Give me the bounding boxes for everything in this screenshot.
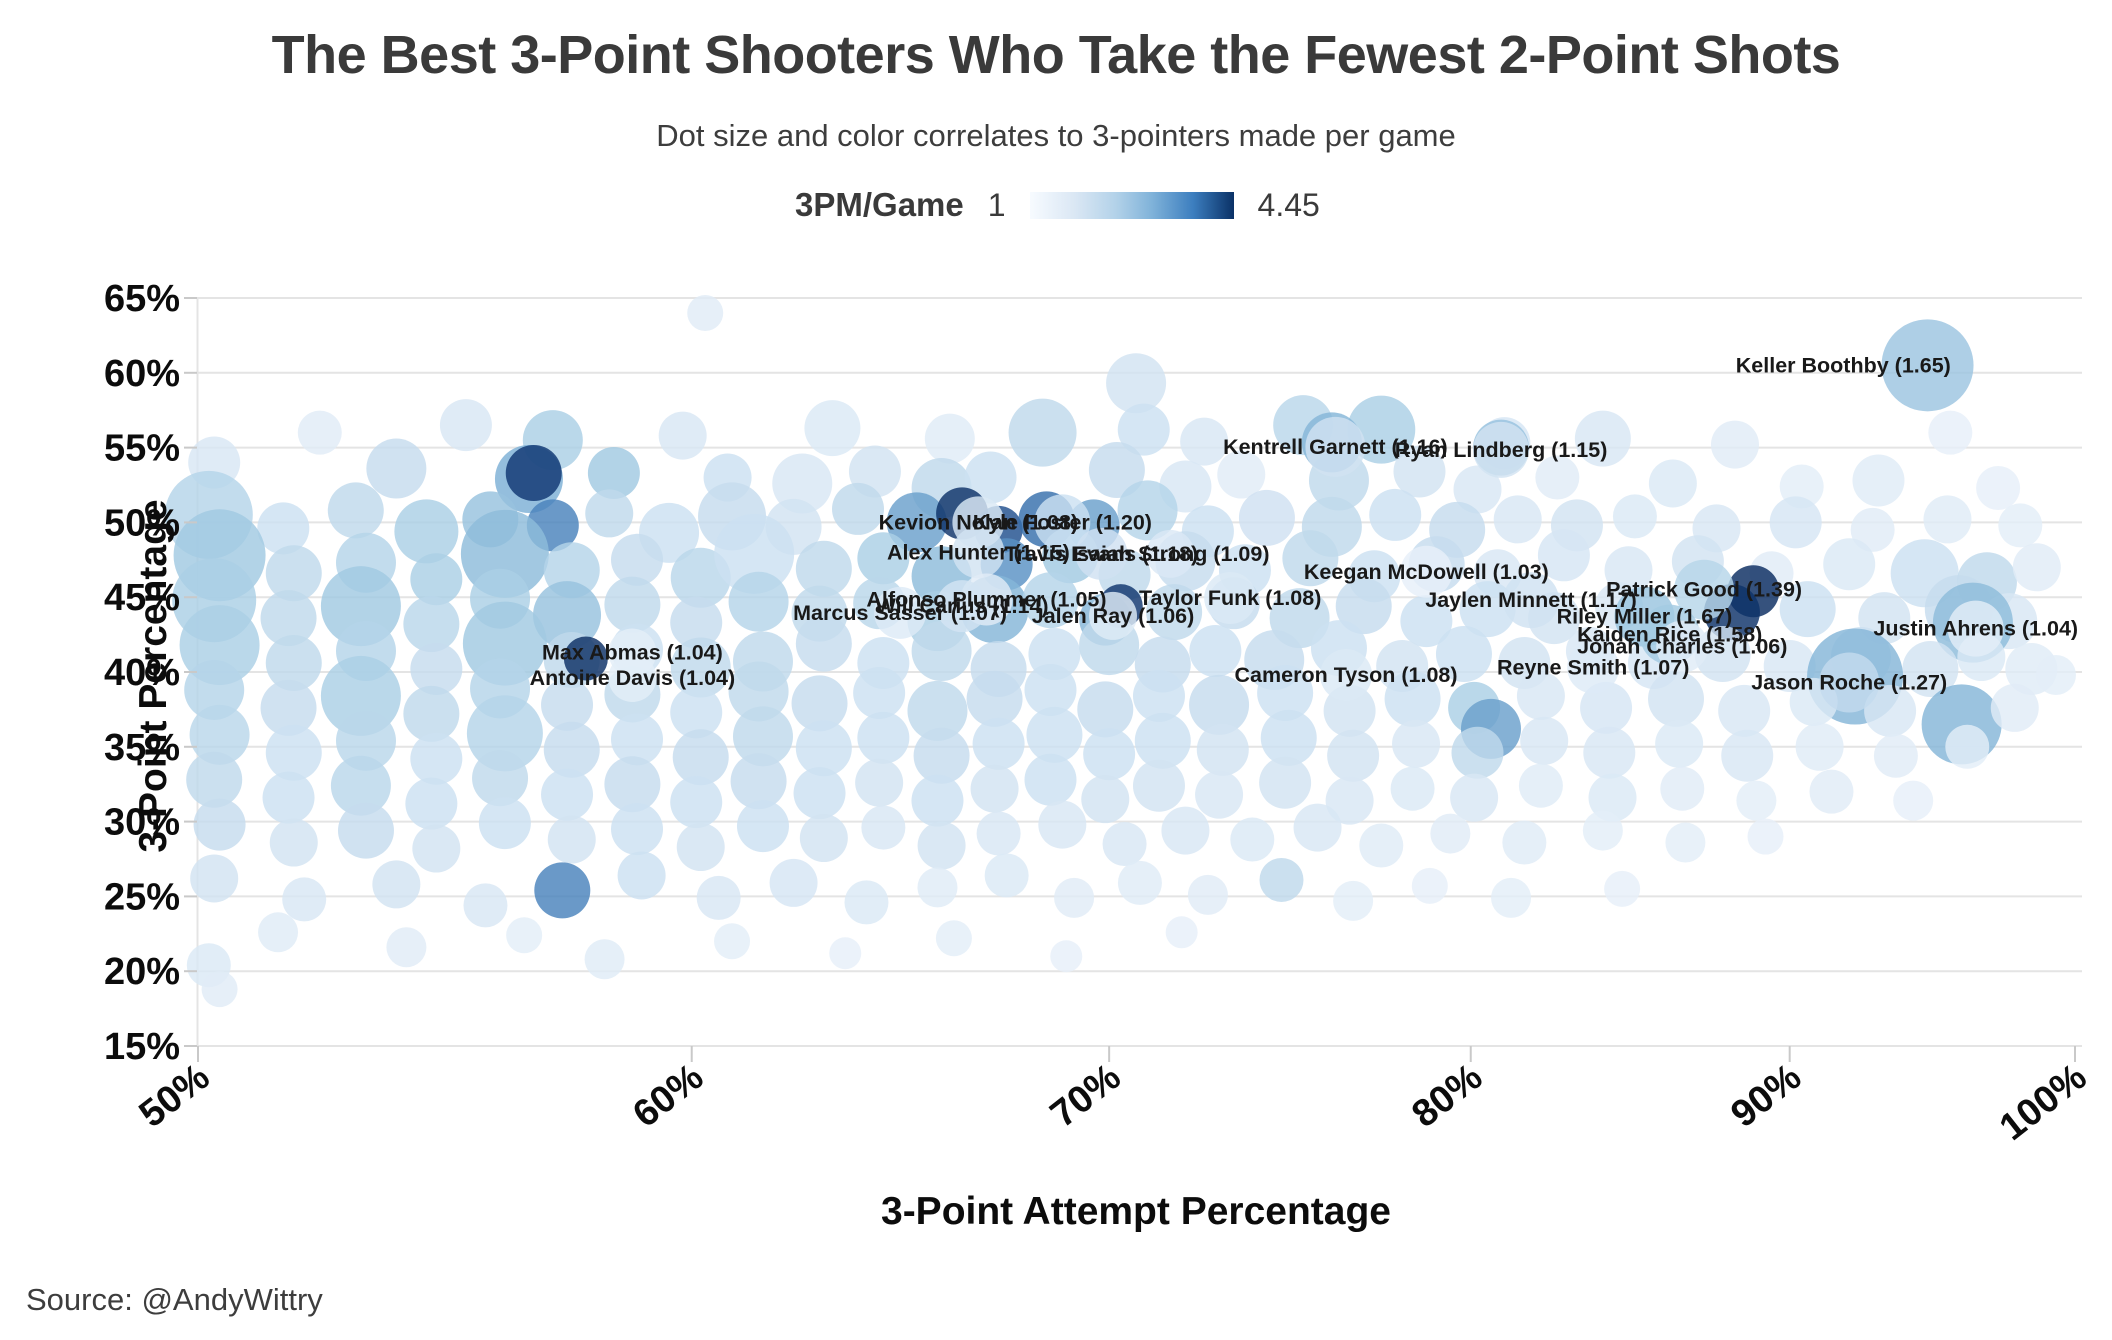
svg-text:Kentrell Garnett (1.16): Kentrell Garnett (1.16) (1223, 435, 1448, 459)
svg-text:Reyne Smith (1.07): Reyne Smith (1.07) (1497, 656, 1689, 680)
svg-text:Justin Ahrens (1.04): Justin Ahrens (1.04) (1873, 617, 2078, 641)
svg-text:80%: 80% (1404, 1056, 1490, 1136)
x-tick-labels: 50% 60% 70% 80% 90% 100% (132, 1056, 2095, 1149)
svg-text:Keegan McDowell (1.03): Keegan McDowell (1.03) (1304, 560, 1549, 584)
svg-text:50%: 50% (104, 502, 180, 544)
svg-text:55%: 55% (104, 428, 180, 470)
legend-gradient-bar (1029, 191, 1234, 219)
svg-text:Marcus Sasser (1.07): Marcus Sasser (1.07) (793, 601, 1007, 625)
svg-text:35%: 35% (104, 727, 180, 769)
y-axis-title: 3-Point Percentage (132, 499, 175, 853)
svg-text:Jonah Charles (1.06): Jonah Charles (1.06) (1577, 635, 1787, 659)
legend-min-value: 1 (987, 186, 1006, 223)
svg-text:40%: 40% (104, 652, 180, 694)
svg-text:Kyle Foster (1.20): Kyle Foster (1.20) (973, 510, 1152, 534)
svg-text:15%: 15% (104, 1026, 180, 1068)
svg-text:30%: 30% (104, 802, 180, 844)
svg-text:Will Carius (1.14): Will Carius (1.14) (876, 594, 1049, 618)
chart-title: The Best 3-Point Shooters Who Take the F… (271, 25, 1841, 85)
svg-text:65%: 65% (104, 278, 180, 320)
svg-text:Alex Hunter (1.15): Alex Hunter (1.15) (887, 540, 1070, 564)
data-points (164, 294, 2076, 1008)
legend-max-value: 4.45 (1257, 186, 1320, 223)
svg-text:Max Abmas (1.04): Max Abmas (1.04) (542, 641, 723, 665)
svg-text:Jalen Ray (1.06): Jalen Ray (1.06) (1032, 604, 1195, 628)
svg-text:100%: 100% (1992, 1056, 2094, 1149)
svg-text:Ryan Lindberg (1.15): Ryan Lindberg (1.15) (1395, 438, 1608, 462)
svg-text:Kaiden Rice (1.58): Kaiden Rice (1.58) (1577, 623, 1762, 647)
svg-text:45%: 45% (104, 577, 180, 619)
point-labels: Keller Boothby (1.65) Kentrell Garnett (1… (530, 353, 2078, 694)
chart-subtitle: Dot size and color correlates to 3-point… (656, 118, 1456, 153)
svg-text:60%: 60% (104, 353, 180, 395)
svg-text:Cameron Tyson (1.08): Cameron Tyson (1.08) (1235, 663, 1458, 687)
svg-text:90%: 90% (1723, 1056, 1809, 1136)
svg-text:Jaylen Minnett (1.17): Jaylen Minnett (1.17) (1425, 588, 1636, 612)
svg-text:Travis Evans (1.18): Travis Evans (1.18) (1005, 542, 1199, 566)
x-axis-title: 3-Point Attempt Percentage (881, 1190, 1391, 1233)
legend-title: 3PM/Game (795, 186, 964, 223)
svg-text:Taylor Funk (1.08): Taylor Funk (1.08) (1139, 586, 1321, 610)
svg-text:Keller Boothby (1.65): Keller Boothby (1.65) (1736, 353, 1951, 377)
svg-text:Isaiah Strong (1.09): Isaiah Strong (1.09) (1071, 542, 1269, 566)
svg-text:Antoine Davis (1.04): Antoine Davis (1.04) (530, 666, 736, 690)
svg-text:Kevion Nolan (1.08): Kevion Nolan (1.08) (879, 510, 1079, 534)
color-legend: 3PM/Game 1 4.45 (795, 186, 1320, 224)
svg-text:70%: 70% (1043, 1056, 1129, 1136)
svg-text:60%: 60% (625, 1056, 711, 1136)
axis-ticks (184, 297, 2076, 1062)
svg-text:Jason Roche (1.27): Jason Roche (1.27) (1751, 670, 1947, 694)
svg-text:Riley Miller (1.67): Riley Miller (1.67) (1557, 605, 1733, 629)
source-credit: Source: @AndyWittry (26, 1282, 323, 1317)
svg-text:Alfonso Plummer (1.05): Alfonso Plummer (1.05) (866, 587, 1106, 611)
svg-text:20%: 20% (104, 951, 180, 993)
y-tick-labels: 65% 60% 55% 50% 45% 40% 35% 30% 25% 20% 15% (104, 278, 180, 1068)
svg-text:Patrick Good (1.39): Patrick Good (1.39) (1606, 578, 1802, 602)
svg-text:25%: 25% (104, 876, 180, 918)
